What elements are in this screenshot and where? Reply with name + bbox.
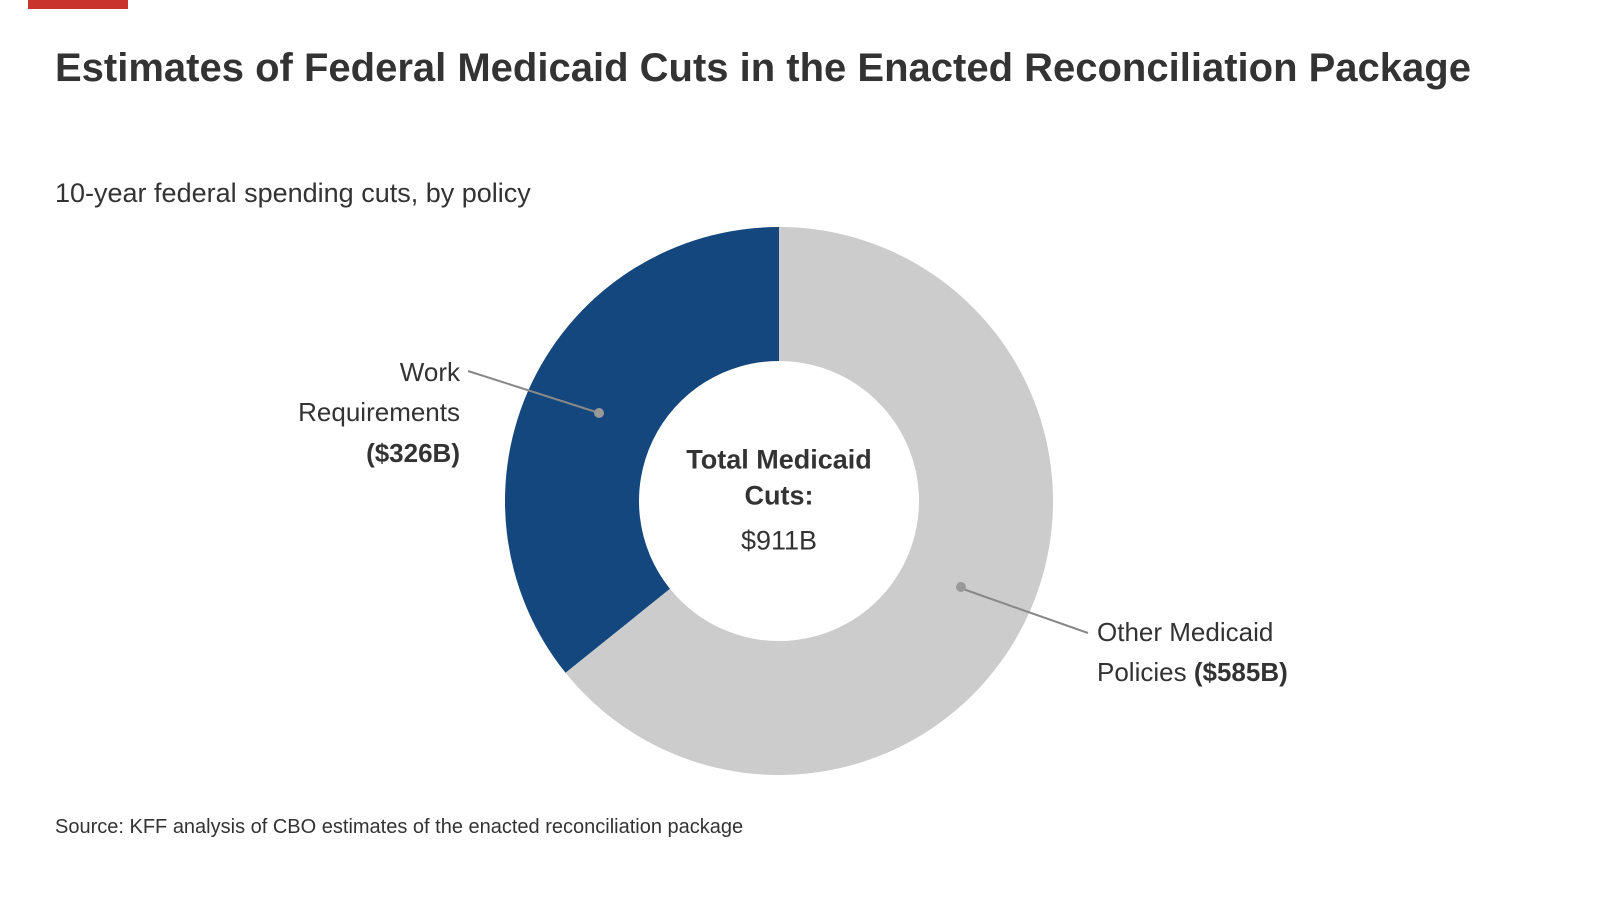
brand-accent-bar	[28, 0, 128, 9]
donut-center-label: Total Medicaid Cuts: $911B	[619, 441, 939, 558]
donut-segments	[505, 227, 1053, 776]
total-label-line1: Total Medicaid	[686, 444, 872, 475]
leader-dot-other	[956, 582, 966, 592]
work-label-line1: Work	[399, 357, 460, 387]
work-label-value: ($326B)	[366, 437, 460, 468]
leader-dot-work	[594, 408, 604, 418]
source-note: Source: KFF analysis of CBO estimates of…	[55, 816, 744, 838]
chart-title: Estimates of Federal Medicaid Cuts in th…	[55, 46, 1471, 90]
donut-segment-work-requirements	[505, 227, 779, 673]
leader-line-other	[962, 588, 1089, 634]
chart-subtitle: 10-year federal spending cuts, by policy	[55, 178, 531, 208]
work-label-line2: Requirements	[298, 397, 460, 428]
other-label-line2: Policies ($585B)	[1097, 652, 1288, 692]
other-label-line2-text: Policies	[1097, 657, 1187, 688]
other-label-line1: Other Medicaid	[1097, 617, 1274, 647]
other-label-value: ($585B)	[1193, 657, 1288, 688]
total-label-line2: Cuts:	[744, 480, 814, 511]
segment-label-other-policies: Other Medicaid Policies ($585B)	[1097, 612, 1288, 693]
donut-segment-other-medicaid-policies	[565, 227, 1053, 776]
leader-line-work	[467, 370, 597, 413]
total-value: $911B	[740, 525, 818, 556]
segment-label-work-requirements: Work Requirements ($326B)	[298, 352, 460, 473]
